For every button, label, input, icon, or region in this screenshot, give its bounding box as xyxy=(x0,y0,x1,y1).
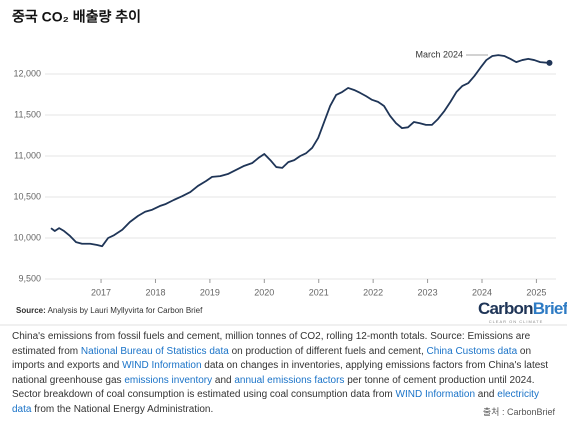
x-tick-label: 2017 xyxy=(91,287,111,297)
caption: China's emissions from fossil fuels and … xyxy=(12,330,557,418)
logo: CarbonBrief xyxy=(478,299,567,318)
x-tick-label: 2024 xyxy=(472,287,492,297)
caption-text: data on changes in inventories, applying… xyxy=(12,360,549,386)
chart: 중국 CO₂ 배출량 추이 Source: Analysis by Lauri … xyxy=(0,9,567,326)
caption-text: from the National Energy Administration. xyxy=(31,403,214,415)
y-tick-label: 10,000 xyxy=(13,232,41,242)
logo-part: Carbon xyxy=(478,299,533,318)
x-tick-label: 2018 xyxy=(145,287,165,297)
caption-link[interactable]: annual emissions factors xyxy=(234,374,345,386)
caption-link[interactable]: WIND Information xyxy=(122,360,202,372)
y-tick-label: 11,500 xyxy=(14,109,41,119)
caption-link[interactable]: National Bureau of Statistics data xyxy=(80,345,229,357)
caption-link[interactable]: China Customs data xyxy=(426,345,518,357)
source: Source: Analysis by Lauri Myllyvirta for… xyxy=(16,306,203,315)
y-tick-label: 9,500 xyxy=(18,273,41,283)
caption-text: on imports and exports and xyxy=(12,345,532,372)
caption-link[interactable]: electricity data xyxy=(12,389,539,415)
caption-text: and xyxy=(212,374,235,386)
x-tick-label: 2019 xyxy=(200,287,220,297)
y-tick-label: 12,000 xyxy=(13,68,41,78)
caption-text: per tonne of cement production until 202… xyxy=(12,374,535,401)
x-tick-label: 2025 xyxy=(526,287,546,297)
caption-link[interactable]: WIND Information xyxy=(395,389,476,401)
credit: 출처 : CarbonBrief xyxy=(482,407,555,417)
y-tick-label: 11,000 xyxy=(14,150,41,160)
line xyxy=(50,54,550,248)
caption-link[interactable]: emissions inventory xyxy=(124,374,213,386)
end-point xyxy=(546,59,553,66)
chart-title: 중국 CO₂ 배출량 추이 xyxy=(12,9,141,25)
annotation: March 2024 xyxy=(415,49,463,59)
caption-text: on production of different fuels and cem… xyxy=(228,345,427,357)
logo-tagline: CLEAR ON CLIMATE xyxy=(489,319,544,324)
caption-text: China's emissions from fossil fuels and … xyxy=(12,331,531,357)
source-text: Analysis by Lauri Myllyvirta for Carbon … xyxy=(48,306,203,315)
x-tick-label: 2023 xyxy=(418,287,438,297)
source-label: Source: xyxy=(16,306,46,315)
caption-text: and xyxy=(475,389,498,401)
x-tick-label: 2022 xyxy=(363,287,383,297)
logo-part: Brief xyxy=(533,299,567,318)
x-tick-label: 2021 xyxy=(309,287,329,297)
x-tick-label: 2020 xyxy=(254,287,274,297)
y-tick-label: 10,500 xyxy=(13,191,41,201)
